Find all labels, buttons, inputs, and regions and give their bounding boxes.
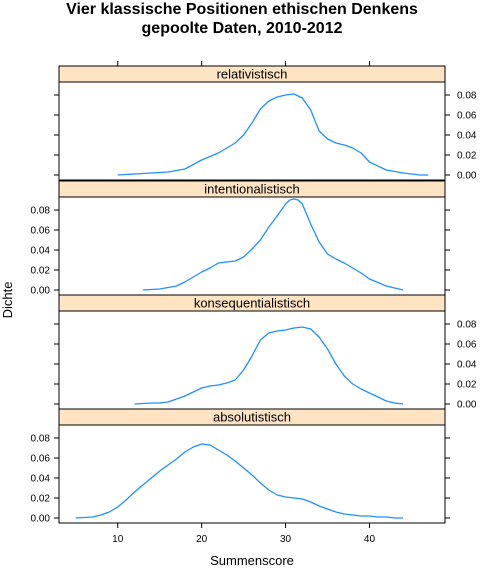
y-tick-label: 0.02 <box>31 494 51 505</box>
strip-label-konsequentialistisch: konsequentialistisch <box>194 296 310 311</box>
y-tick-label: 0.02 <box>457 380 477 391</box>
strip-label-relativistisch: relativistisch <box>217 67 288 82</box>
y-tick-label: 0.08 <box>31 434 51 445</box>
plot-frame-relativistisch <box>58 81 446 181</box>
y-tick-label: 0.06 <box>457 111 477 122</box>
strip-label-absolutistisch: absolutistisch <box>213 410 291 425</box>
density-line-absolutistisch <box>75 443 403 519</box>
y-tick-label: 0.04 <box>457 131 477 142</box>
y-tick-label: 0.04 <box>31 246 51 257</box>
density-line-relativistisch <box>117 93 429 176</box>
x-tick-label: 10 <box>112 534 124 545</box>
y-tick-label: 0.00 <box>31 514 51 525</box>
strip-label-intentionalistisch: intentionalistisch <box>204 182 299 197</box>
panel-relativistisch: relativistisch 0.00 0.02 0.04 0.06 0.08 <box>54 61 477 182</box>
y-tick-label: 0.04 <box>457 360 477 371</box>
panel-konsequentialistisch: konsequentialistisch 0.00 0.02 0.04 0.06 0.08 <box>54 294 477 411</box>
x-tick-label: 30 <box>280 534 292 545</box>
y-axis-label: Dichte <box>0 282 15 319</box>
y-tick-label: 0.00 <box>31 286 51 297</box>
density-line-konsequentialistisch <box>134 326 404 405</box>
y-tick-label: 0.02 <box>31 266 51 277</box>
y-tick-label: 0.02 <box>457 151 477 162</box>
y-tick-label: 0.06 <box>31 226 51 237</box>
y-tick-label: 0.08 <box>457 91 477 102</box>
x-axis-label: Summenscore <box>210 553 294 568</box>
plot-frame-intentionalistisch <box>58 196 446 296</box>
panel-absolutistisch: absolutistisch 0.00 0.02 0.04 0.06 0.08 <box>31 408 450 525</box>
panels-group: relativistisch0.000.020.040.060.08intent… <box>31 61 477 525</box>
y-tick-label: 0.00 <box>457 400 477 411</box>
x-tick-label: 40 <box>364 534 376 545</box>
y-tick-label: 0.00 <box>457 171 477 182</box>
plot-frame-konsequentialistisch <box>58 310 446 410</box>
panel-intentionalistisch: intentionalistisch 0.00 0.02 0.04 0.06 0.08 <box>31 180 450 297</box>
y-tick-label: 0.04 <box>31 474 51 485</box>
x-axis: 10 20 30 40 <box>112 523 375 545</box>
y-tick-label: 0.08 <box>457 320 477 331</box>
y-tick-label: 0.06 <box>31 454 51 465</box>
density-line-intentionalistisch <box>142 198 404 291</box>
y-tick-label: 0.06 <box>457 340 477 351</box>
y-tick-label: 0.08 <box>31 206 51 217</box>
chart-subtitle: gepoolte Daten, 2010-2012 <box>142 20 343 37</box>
x-tick-label: 20 <box>196 534 208 545</box>
chart-title: Vier klassische Positionen ethischen Den… <box>66 1 418 18</box>
plot-frame-absolutistisch <box>58 424 446 524</box>
